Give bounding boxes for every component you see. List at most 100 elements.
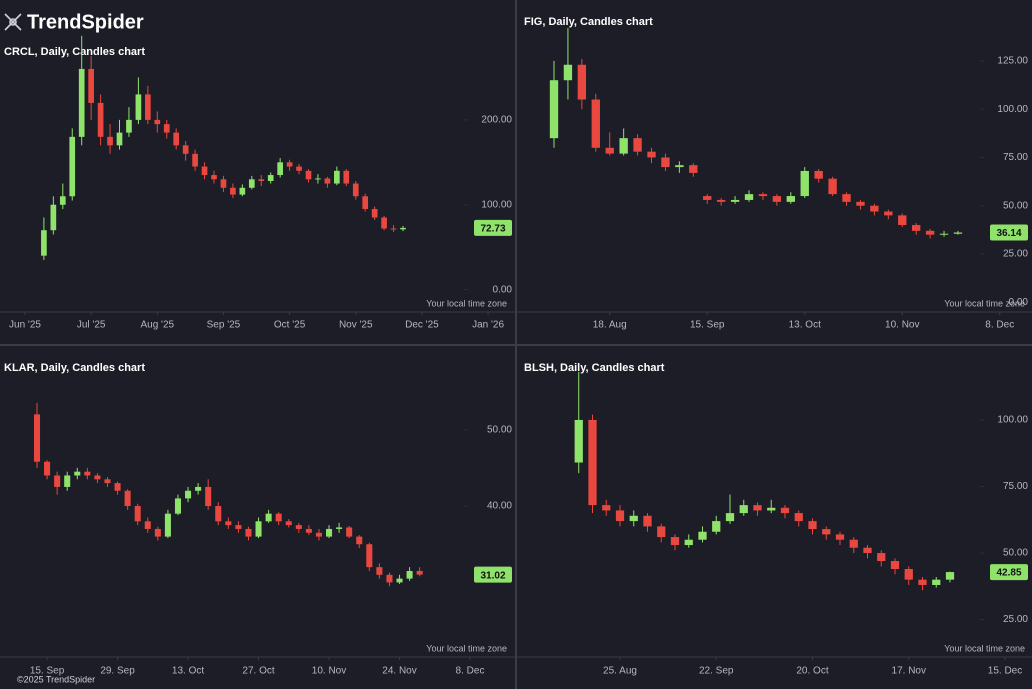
candle-body [602, 505, 611, 511]
candle-body [220, 179, 227, 188]
y-tick-label: 50.00 [487, 424, 512, 435]
candle-body [205, 486, 212, 507]
candle-body [898, 215, 907, 226]
candle-body [381, 217, 387, 229]
candle-body [877, 553, 886, 562]
candle-body [643, 515, 652, 527]
candle-body [661, 157, 670, 168]
y-tick-label: 75.00 [1003, 481, 1028, 492]
candle-body [870, 205, 879, 212]
last-price-label: 36.14 [996, 228, 1021, 239]
candle-body [884, 211, 893, 216]
candle-body [698, 531, 707, 540]
brand: TrendSpider [27, 11, 144, 33]
x-tick-label: Jan '26 [472, 320, 504, 331]
candle-body [258, 179, 265, 181]
candle-body [163, 124, 170, 133]
candle-body [808, 521, 817, 530]
candle-body [814, 170, 823, 179]
candle-body [390, 228, 397, 230]
x-tick-label: 22. Sep [699, 666, 734, 677]
candle-body [725, 513, 735, 522]
candle-body [164, 513, 171, 537]
logo-icon [4, 13, 22, 31]
candle-body [794, 513, 803, 522]
x-tick-label: 17. Nov [892, 666, 926, 677]
candle-body [59, 196, 66, 205]
candle-body [753, 505, 762, 511]
copyright: ©2025 TrendSpider [17, 674, 95, 684]
last-price-tag [990, 564, 1028, 581]
y-tick-label: 25.00 [1003, 249, 1028, 260]
candle-body [689, 165, 698, 173]
candle-body [386, 574, 393, 583]
candle-body [41, 230, 47, 256]
candle-body [953, 232, 963, 234]
candle-body [591, 99, 600, 148]
candle-body [939, 233, 949, 235]
x-tick-label: Jul '25 [77, 320, 106, 331]
y-tick-label: 50.00 [1003, 200, 1028, 211]
candle-body [305, 528, 312, 533]
x-tick-label: 8. Dec [985, 320, 1014, 331]
candle-body [145, 94, 151, 120]
candle-body [406, 570, 413, 579]
candle-body [334, 170, 340, 184]
candle-body [107, 136, 113, 146]
candle-body [945, 572, 955, 580]
candle-body [633, 138, 642, 152]
candle-body [890, 561, 900, 570]
x-tick-label: Sep '25 [207, 320, 241, 331]
candle-body [124, 490, 131, 507]
x-tick-label: 15. Sep [30, 666, 65, 677]
candle-body [33, 414, 41, 462]
candle-body [657, 526, 666, 538]
candle-body [863, 547, 872, 554]
last-price-label: 72.73 [480, 224, 505, 235]
x-tick-label: 29. Sep [100, 666, 135, 677]
candle-body [336, 527, 343, 529]
x-tick-label: Nov '25 [339, 320, 373, 331]
candle-body [286, 162, 293, 167]
y-tick-label: 40.00 [487, 501, 512, 512]
candle-body [285, 521, 292, 526]
candle-body [744, 194, 754, 200]
candle-body [772, 196, 782, 202]
candle-body [64, 475, 71, 487]
x-tick-label: 10. Nov [312, 666, 346, 677]
candle-body [842, 194, 851, 202]
candle-body [78, 68, 85, 137]
candle-body [245, 528, 252, 537]
candle-body [296, 166, 302, 171]
candle-body [780, 507, 790, 514]
candle-body [225, 521, 232, 526]
candle-body [904, 569, 913, 580]
candle-body [918, 579, 927, 585]
x-tick-label: 18. Aug [593, 320, 627, 331]
candle-body [215, 506, 222, 522]
x-tick-label: 20. Oct [796, 666, 828, 677]
time-zone-note: Your local time zone [944, 643, 1025, 653]
candle-body [563, 64, 573, 81]
candle-body [615, 510, 625, 522]
candle-body [305, 170, 312, 180]
candle-body [856, 201, 865, 206]
candle-body [315, 178, 321, 180]
x-tick-label: Aug '25 [140, 320, 174, 331]
x-tick-label: 13. Oct [172, 666, 204, 677]
candle-body [396, 578, 403, 583]
x-tick-label: 10. Nov [885, 320, 919, 331]
y-tick-label: 100.00 [997, 104, 1028, 115]
candle-body [104, 479, 111, 484]
candle-body [932, 579, 941, 585]
candle-body [670, 537, 680, 546]
candle-body [44, 461, 51, 476]
candle-body [835, 534, 845, 540]
candle-body [716, 199, 726, 202]
candle-body [185, 490, 192, 499]
chart-title: CRCL, Daily, Candles chart [4, 46, 145, 58]
candle-body [235, 525, 242, 529]
y-tick-label: 100.00 [481, 199, 512, 210]
last-price-tag [474, 566, 512, 583]
last-price-label: 31.02 [480, 570, 505, 581]
